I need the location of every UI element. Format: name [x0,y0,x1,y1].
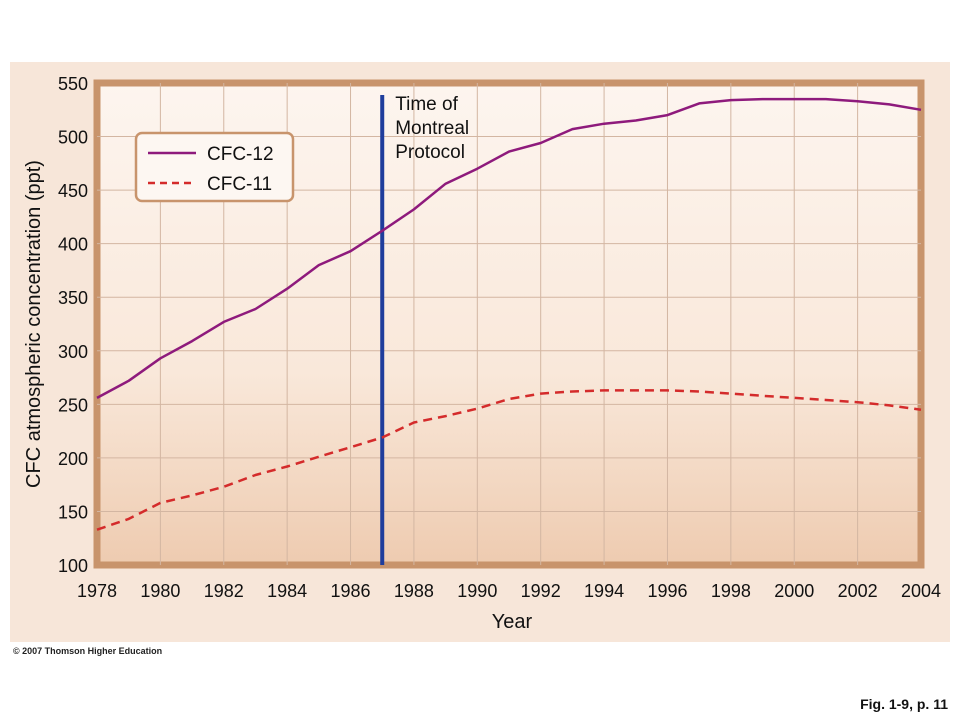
legend-label-cfc11: CFC-11 [207,174,272,195]
x-tick-label: 1980 [140,581,180,601]
annotation-label: Time of [395,94,458,115]
x-tick-label: 1978 [77,581,117,601]
x-tick-label: 1998 [711,581,751,601]
annotation-label: Montreal [395,118,469,139]
annotation-label: Protocol [395,142,465,163]
y-tick-label: 100 [58,556,88,576]
y-axis-ticks: 100 150 200 250 300 350 400 450 500 550 [58,74,88,576]
x-tick-label: 2004 [901,581,941,601]
x-tick-label: 1992 [521,581,561,601]
x-tick-label: 2000 [774,581,814,601]
legend: CFC-12 CFC-11 [134,131,295,203]
series-lines [96,97,922,531]
y-tick-label: 550 [58,74,88,94]
y-tick-label: 250 [58,395,88,415]
copyright-note: © 2007 Thomson Higher Education [13,646,163,656]
x-tick-label: 1986 [331,581,371,601]
x-tick-label: 1988 [394,581,434,601]
y-axis-label: CFC atmospheric concentration (ppt) [23,160,45,488]
x-tick-label: 1996 [647,581,687,601]
x-tick-label: 1994 [584,581,624,601]
y-tick-label: 200 [58,449,88,469]
figure-reference: Fig. 1-9, p. 11 [860,696,948,712]
x-tick-label: 1982 [204,581,244,601]
montreal-protocol-marker: Time of Montreal Protocol [380,94,469,565]
legend-label-cfc12: CFC-12 [207,144,274,165]
y-tick-label: 350 [58,288,88,308]
series-line-cfc-11 [96,389,922,531]
x-tick-label: 2002 [838,581,878,601]
x-tick-label: 1984 [267,581,307,601]
x-tick-label: 1990 [457,581,497,601]
y-tick-label: 300 [58,342,88,362]
series-line-cfc-12 [96,97,922,400]
x-axis-label: Year [492,611,533,633]
y-tick-label: 400 [58,235,88,255]
x-axis-ticks: 1978 1980 1982 1984 1986 1988 1990 1992 1994 1996… [77,581,941,601]
y-tick-label: 450 [58,181,88,201]
y-tick-label: 150 [58,502,88,522]
y-tick-label: 500 [58,128,88,148]
